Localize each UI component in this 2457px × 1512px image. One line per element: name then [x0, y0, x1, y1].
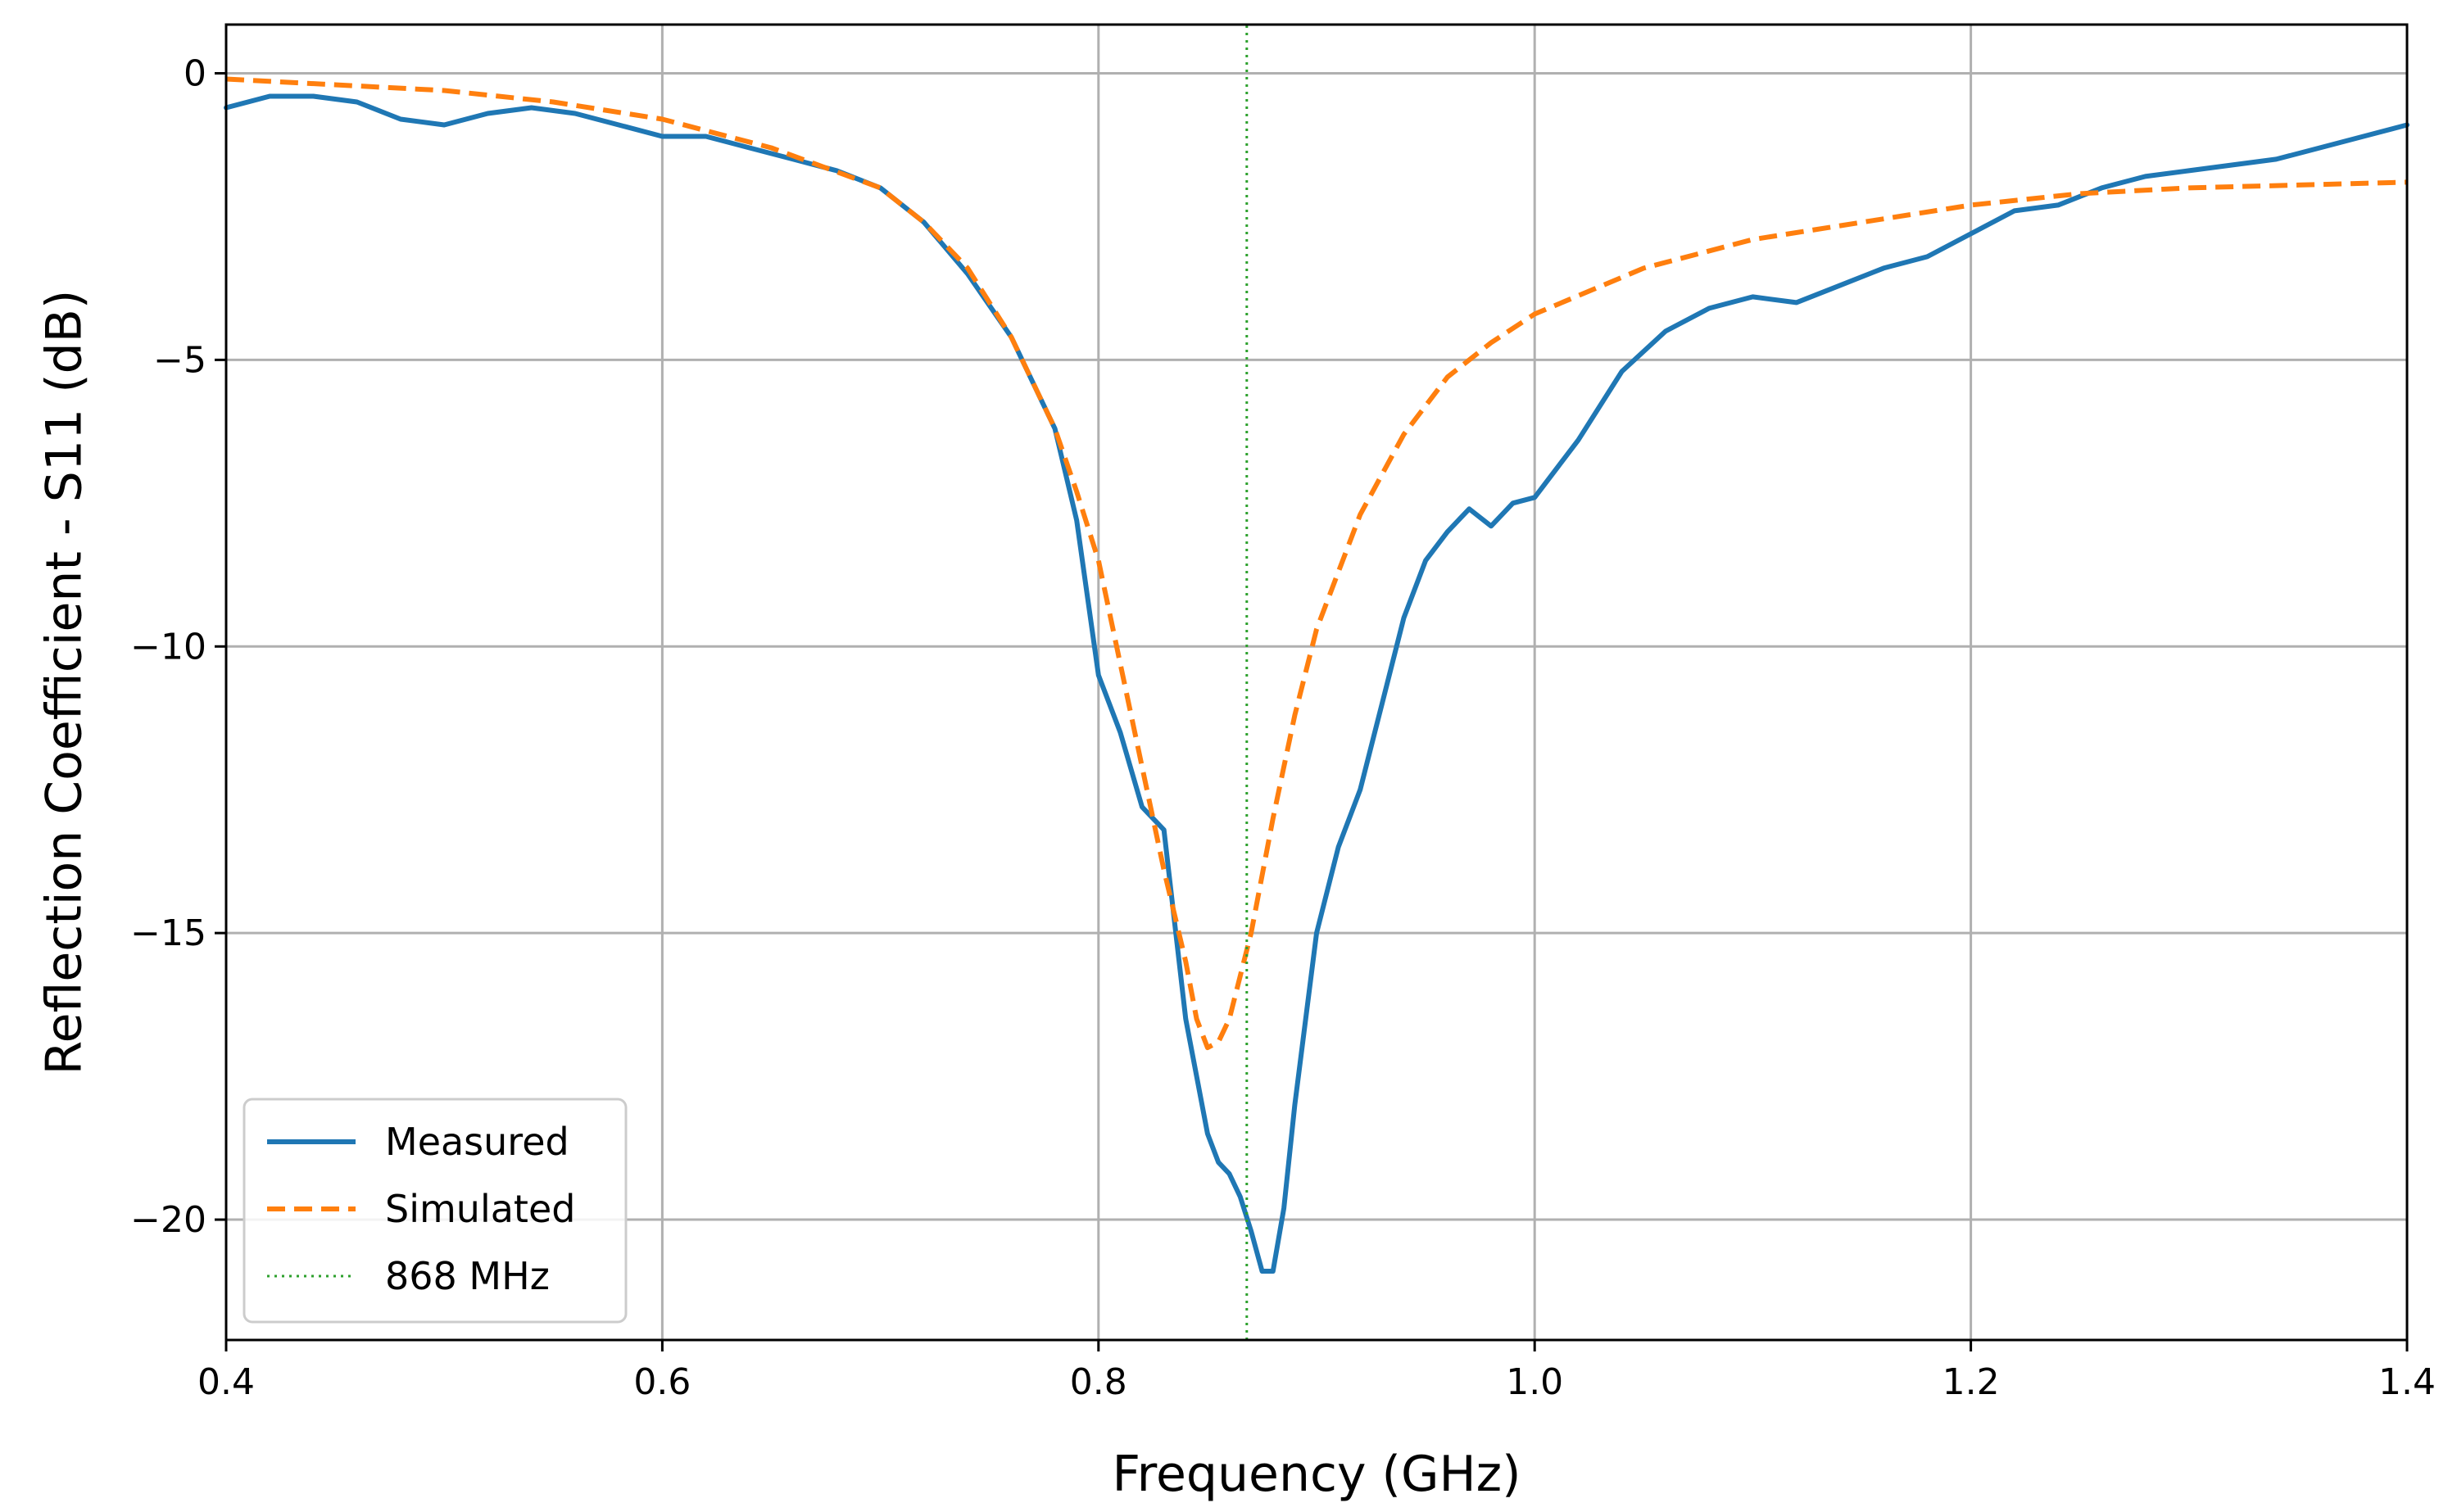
y-tick-label: −20 — [130, 1199, 206, 1241]
x-tick-label: 1.0 — [1506, 1361, 1563, 1403]
legend-label: Simulated — [385, 1187, 575, 1231]
x-tick-label: 0.8 — [1070, 1361, 1127, 1403]
legend-label: Measured — [385, 1120, 569, 1164]
series-line-measured — [224, 93, 2409, 1274]
y-tick-label: −5 — [153, 339, 206, 381]
legend: Measured Simulated 868 MHz — [243, 1098, 628, 1324]
x-tick-label: 1.2 — [1942, 1361, 2000, 1403]
y-axis-ticks: 0 −5 −10 −15 −20 — [130, 52, 226, 1241]
x-tick-label: 1.4 — [2378, 1361, 2436, 1403]
series-layer — [224, 25, 2409, 1340]
x-tick-label: 0.6 — [633, 1361, 691, 1403]
y-tick-label: −15 — [130, 912, 206, 954]
series-line-simulated — [225, 76, 2408, 1051]
x-axis-label: Frequency (GHz) — [1113, 1446, 1521, 1503]
y-tick-label: −10 — [130, 626, 206, 668]
x-axis-ticks: 0.4 0.6 0.8 1.0 1.2 1.4 — [197, 1340, 2436, 1403]
x-tick-label: 0.4 — [197, 1361, 255, 1403]
legend-label: 868 MHz — [385, 1254, 550, 1298]
legend-box — [243, 1098, 628, 1324]
y-tick-label: 0 — [184, 52, 206, 94]
y-axis-label: Reflection Coefficient - S11 (dB) — [36, 290, 93, 1075]
plot-area-frame — [224, 23, 2409, 1342]
